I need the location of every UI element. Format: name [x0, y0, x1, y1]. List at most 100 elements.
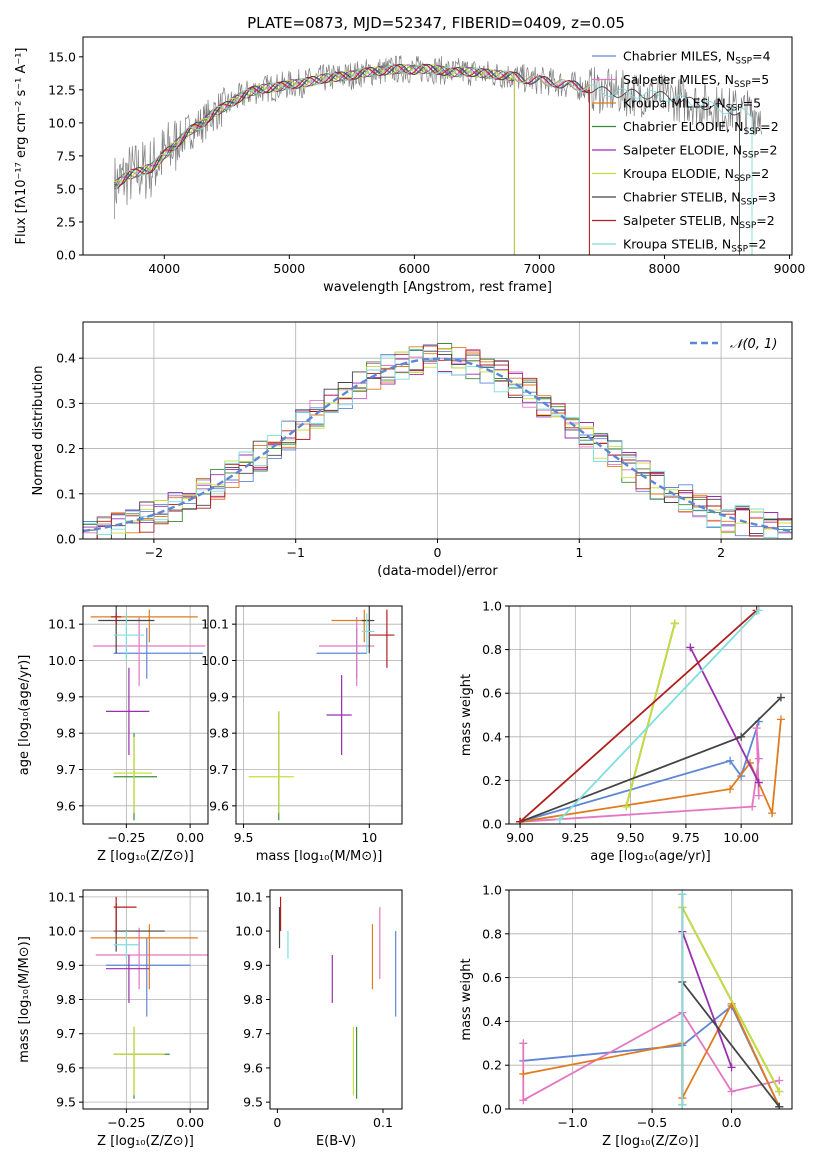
y-tick-label: 2.5: [56, 214, 76, 229]
weight-marker: [519, 1096, 528, 1105]
panel-weight-Z: −1.0 −0.5 0.0 0.0 0.2 0.4 0.6 0.8 1.0 Z [log₁₀(Z/…: [459, 883, 793, 1149]
model-line-chabrier-miles: [114, 63, 590, 255]
legend-entry: Salpeter STELIB, NSSP=2: [623, 213, 775, 231]
plot-area: [509, 606, 792, 824]
x-tick-label: 10: [361, 830, 377, 845]
y-tick-label: 10.1: [201, 617, 229, 632]
weight-marker: [686, 643, 695, 652]
weight-marker: [775, 1087, 784, 1096]
x-axis-label: age [log₁₀(age/yr)]: [590, 849, 711, 864]
x-tick-label: 0: [273, 1115, 281, 1130]
weight-marker: [754, 778, 763, 787]
y-tick-label: 0.2: [482, 773, 502, 788]
weight-marker: [775, 1102, 784, 1109]
x-tick-label: 9.75: [672, 830, 700, 845]
x-tick-label: 0.00: [176, 830, 204, 845]
x-tick-label: −0.25: [107, 1115, 145, 1130]
x-tick-label: 0.1: [373, 1115, 393, 1130]
x-tick-label: 2: [717, 545, 725, 560]
weight-marker: [754, 754, 763, 763]
x-axis-label: Z [log₁₀(Z/Z⊙)]: [97, 1134, 194, 1149]
y-tick-label: 9.8: [209, 726, 229, 741]
plot-layer: 4000 5000 6000 7000 8000 90000.02.55.07.510.0…: [14, 36, 805, 1149]
weight-marker: [670, 619, 679, 628]
y-tick-label: 10.1: [48, 889, 76, 904]
panel-spectrum: 4000 5000 6000 7000 8000 9000 0.0 2.5 5.0 7.5 10.0…: [14, 36, 805, 295]
x-axis-label: mass [log₁₀(M/M⊙)]: [256, 849, 383, 864]
axes-frame: [269, 889, 403, 1110]
y-tick-label: 0.3: [56, 396, 76, 411]
y-tick-label: 0.8: [482, 642, 502, 657]
x-axis-label: Z [log₁₀(Z/Z⊙)]: [97, 849, 194, 864]
x-axis-label: E(B-V): [316, 1134, 356, 1149]
weight-line-kroupa-elodie: [681, 907, 781, 1092]
weight-marker: [754, 606, 763, 615]
y-tick-label: 1.0: [482, 883, 502, 898]
x-tick-label: 0: [434, 545, 442, 560]
y-tick-label: 0.2: [56, 441, 76, 456]
y-tick-label: 9.6: [209, 798, 229, 813]
axes-frame: [235, 605, 403, 825]
y-tick-label: 0.8: [482, 926, 502, 941]
weight-marker: [727, 1087, 736, 1096]
y-tick-label: 10.0: [201, 653, 229, 668]
y-tick-label: 9.8: [56, 726, 76, 741]
y-tick-label: 0.6: [482, 686, 502, 701]
x-tick-label: −1.0: [557, 1115, 587, 1130]
y-axis-label: Normed distribution: [31, 366, 46, 496]
y-tick-label: 9.6: [243, 1060, 263, 1075]
weight-marker: [776, 693, 785, 702]
panel-residuals: −2 −1 0 1 2 0.0 0.1 0.2 0.3 0.4 (data-model)/error…: [31, 321, 793, 579]
y-tick-label: 10.1: [235, 889, 263, 904]
model-line-chabrier-stelib: [114, 63, 740, 255]
model-line-salpeter-elodie: [113, 64, 515, 255]
weight-marker: [516, 817, 525, 824]
legend-entry: 𝒩(0, 1): [730, 337, 777, 352]
x-tick-label: 0.0: [722, 1115, 742, 1130]
y-tick-label: 12.5: [48, 82, 76, 97]
histogram-kroupa-stelib: [83, 348, 792, 538]
y-axis-label: mass weight: [459, 958, 474, 1040]
x-tick-label: 8000: [649, 261, 681, 276]
x-tick-label: 9.00: [506, 830, 534, 845]
legend-entry: Kroupa ELODIE, NSSP=2: [623, 166, 769, 184]
model-line-salpeter-stelib: [114, 63, 590, 255]
weight-marker: [726, 756, 735, 765]
weight-marker: [775, 1076, 784, 1085]
y-tick-label: 9.8: [243, 992, 263, 1007]
y-tick-label: 0.4: [482, 1014, 502, 1029]
weight-marker: [752, 724, 761, 733]
y-tick-label: 9.6: [56, 1060, 76, 1075]
plot-area: [278, 896, 397, 1099]
y-tick-label: 9.8: [56, 992, 76, 1007]
y-tick-label: 1.0: [482, 599, 502, 614]
y-axis-label: Flux [fλ10⁻¹⁷ erg cm⁻² s⁻¹ A⁻¹]: [14, 48, 29, 245]
y-axis-label: mass [log₁₀(M/M⊙)]: [17, 936, 32, 1063]
weight-marker: [622, 802, 631, 811]
plot-area: [509, 890, 792, 1109]
weight-marker: [519, 1069, 528, 1078]
y-tick-label: 15.0: [48, 49, 76, 64]
y-tick-label: 9.5: [56, 1095, 76, 1110]
panel-age-Z: −0.25 0.00 9.6 9.7 9.8 9.9 10.0 10.1 Z [log₁₀(Z/…: [17, 605, 209, 864]
weight-marker: [748, 802, 757, 811]
weight-marker: [678, 890, 687, 899]
panel-mass-EBV: 0 0.1 9.5 9.6 9.7 9.8 9.9 10.0 10.1 E(B-V): [235, 889, 403, 1149]
legend-entry: Salpeter MILES, NSSP=5: [623, 72, 769, 90]
x-axis-label: wavelength [Angstrom, rest frame]: [323, 280, 552, 295]
y-tick-label: 9.9: [209, 689, 229, 704]
model-line-chabrier-elodie: [113, 64, 515, 255]
weight-marker: [678, 1100, 687, 1109]
legend-entry: Kroupa MILES, NSSP=5: [623, 96, 761, 114]
weight-marker: [519, 1039, 528, 1048]
weight-marker: [768, 809, 777, 818]
figure-title: PLATE=0873, MJD=52347, FIBERID=0409, z=0…: [247, 14, 625, 32]
axes-frame: [82, 889, 209, 1110]
x-tick-label: 6000: [398, 261, 430, 276]
model-line-kroupa-miles: [113, 64, 590, 255]
y-tick-label: 10.0: [48, 924, 76, 939]
plot-area: [83, 890, 208, 1109]
y-tick-label: 0.2: [482, 1058, 502, 1073]
y-tick-label: 10.0: [235, 924, 263, 939]
x-tick-label: 0.00: [176, 1115, 204, 1130]
